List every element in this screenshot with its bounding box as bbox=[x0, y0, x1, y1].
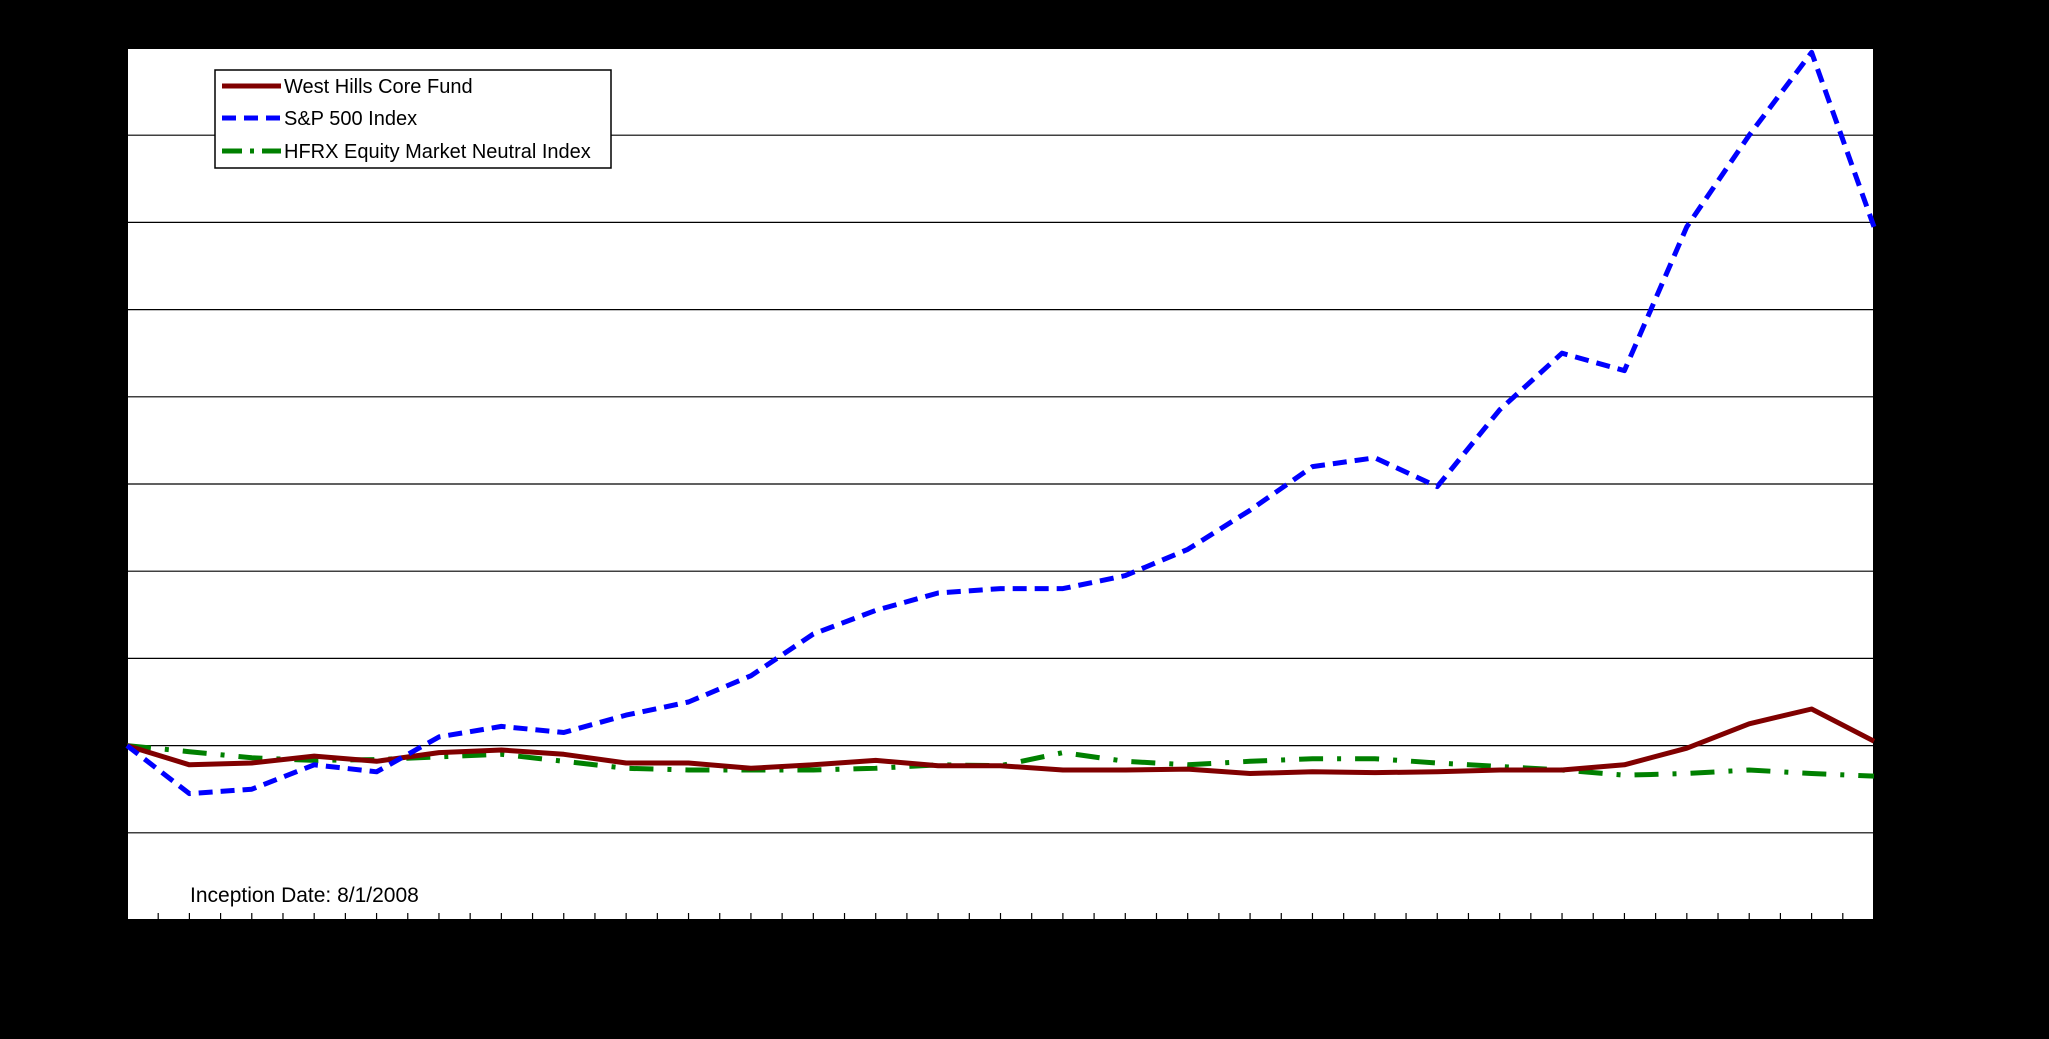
series-line-s-p-500-index bbox=[125, 49, 1877, 797]
legend: West Hills Core Fund S&P 500 Index HFRX … bbox=[214, 69, 612, 169]
series-lines bbox=[125, 49, 1877, 797]
x-axis-ticks bbox=[126, 913, 1875, 920]
series-line-west-hills-core-fund bbox=[126, 706, 1876, 776]
legend-label-west-hills: West Hills Core Fund bbox=[284, 76, 473, 98]
inception-date-annotation: Inception Date: 8/1/2008 bbox=[190, 884, 419, 907]
legend-label-sp500: S&P 500 Index bbox=[284, 108, 417, 130]
legend-label-hfrx: HFRX Equity Market Neutral Index bbox=[284, 141, 591, 163]
